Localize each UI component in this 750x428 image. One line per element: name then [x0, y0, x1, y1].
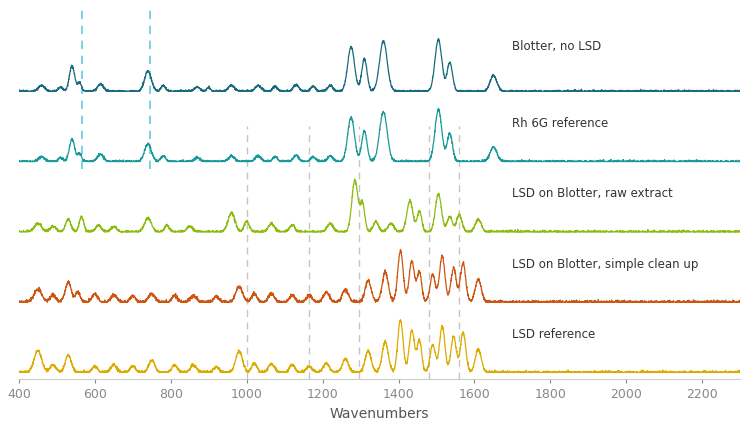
Text: LSD reference: LSD reference — [512, 328, 596, 341]
X-axis label: Wavenumbers: Wavenumbers — [330, 407, 429, 421]
Text: Blotter, no LSD: Blotter, no LSD — [512, 40, 602, 53]
Text: Rh 6G reference: Rh 6G reference — [512, 117, 609, 130]
Text: LSD on Blotter, simple clean up: LSD on Blotter, simple clean up — [512, 258, 699, 270]
Text: LSD on Blotter, raw extract: LSD on Blotter, raw extract — [512, 187, 674, 200]
